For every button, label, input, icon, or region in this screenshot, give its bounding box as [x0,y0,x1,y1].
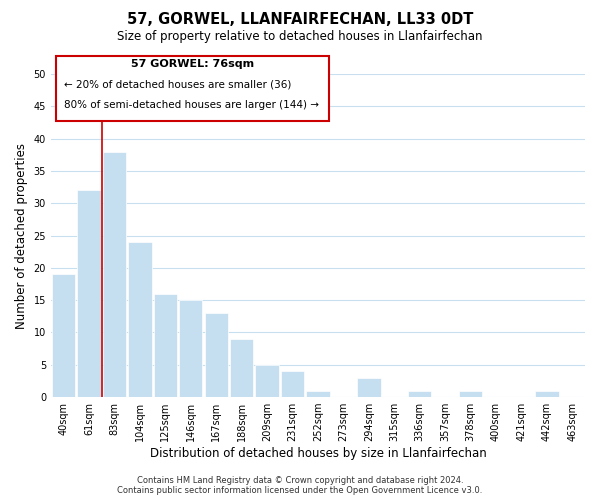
Text: Size of property relative to detached houses in Llanfairfechan: Size of property relative to detached ho… [117,30,483,43]
Bar [281,371,304,397]
Text: Contains HM Land Registry data © Crown copyright and database right 2024.: Contains HM Land Registry data © Crown c… [137,476,463,485]
Bar [154,294,177,397]
Bar [459,390,482,397]
Bar [179,300,202,397]
FancyBboxPatch shape [56,56,329,121]
Text: Contains public sector information licensed under the Open Government Licence v3: Contains public sector information licen… [118,486,482,495]
X-axis label: Distribution of detached houses by size in Llanfairfechan: Distribution of detached houses by size … [149,447,487,460]
Text: 80% of semi-detached houses are larger (144) →: 80% of semi-detached houses are larger (… [64,100,319,110]
Text: ← 20% of detached houses are smaller (36): ← 20% of detached houses are smaller (36… [64,80,292,90]
Bar [52,274,76,397]
Bar [306,390,329,397]
Text: 57 GORWEL: 76sqm: 57 GORWEL: 76sqm [131,60,254,70]
Y-axis label: Number of detached properties: Number of detached properties [15,142,28,328]
Bar [103,152,126,397]
Bar [357,378,380,397]
Bar [77,190,101,397]
Bar [256,365,279,397]
Bar [205,313,228,397]
Bar [408,390,431,397]
Bar [535,390,559,397]
Bar [230,339,253,397]
Text: 57, GORWEL, LLANFAIRFECHAN, LL33 0DT: 57, GORWEL, LLANFAIRFECHAN, LL33 0DT [127,12,473,28]
Bar [128,242,152,397]
